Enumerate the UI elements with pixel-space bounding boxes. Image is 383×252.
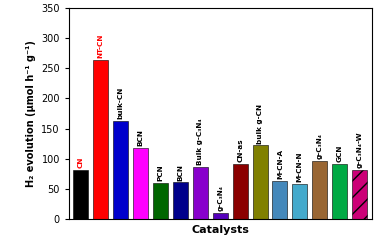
Bar [213, 213, 228, 219]
Text: g-C₃N₄: g-C₃N₄ [317, 133, 323, 159]
Text: NT-CN: NT-CN [98, 34, 104, 58]
Bar [312, 161, 327, 219]
Text: PCN: PCN [157, 165, 164, 181]
Text: Bulk g-C₃N₄: Bulk g-C₃N₄ [197, 119, 203, 165]
Bar [352, 170, 367, 219]
Bar [292, 184, 307, 219]
Y-axis label: H₂ evolution (μmol h⁻¹ g⁻¹): H₂ evolution (μmol h⁻¹ g⁻¹) [26, 40, 36, 187]
X-axis label: Catalysts: Catalysts [191, 225, 249, 235]
Text: M-CN-N: M-CN-N [297, 152, 303, 182]
Bar [193, 167, 208, 219]
Bar [332, 164, 347, 219]
Bar [133, 148, 148, 219]
Text: g-C₃N₄-W: g-C₃N₄-W [357, 132, 363, 168]
Text: CN-as: CN-as [237, 138, 243, 162]
Bar [153, 183, 168, 219]
Bar [173, 182, 188, 219]
Text: CN: CN [78, 156, 84, 168]
Bar [74, 170, 88, 219]
Bar [232, 164, 247, 219]
Bar [272, 180, 287, 219]
Text: g-C₃N₄: g-C₃N₄ [217, 185, 223, 211]
Text: bulk-CN: bulk-CN [118, 87, 124, 119]
Bar [93, 60, 108, 219]
Text: GCN: GCN [337, 145, 343, 162]
Bar [252, 145, 267, 219]
Text: M-CN-A: M-CN-A [277, 149, 283, 179]
Bar [113, 121, 128, 219]
Text: bulk g-CN: bulk g-CN [257, 104, 263, 144]
Text: BCN: BCN [137, 129, 144, 146]
Text: BCN: BCN [177, 164, 183, 180]
